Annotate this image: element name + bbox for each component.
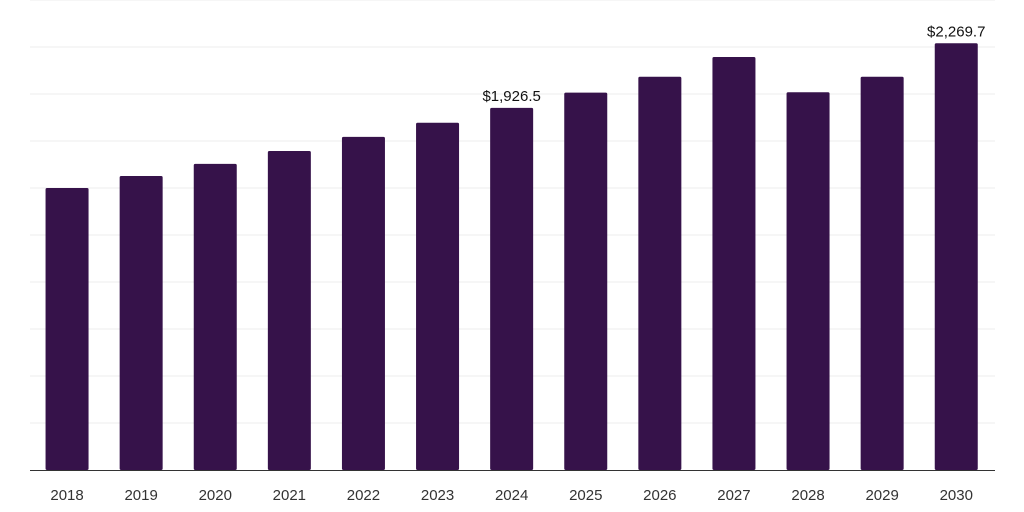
x-tick-label-2020: 2020 bbox=[199, 487, 232, 504]
x-tick-label-2023: 2023 bbox=[421, 487, 454, 504]
x-tick-label-2027: 2027 bbox=[717, 487, 750, 504]
x-tick-label-2025: 2025 bbox=[569, 487, 602, 504]
x-tick-label-2028: 2028 bbox=[791, 487, 824, 504]
bar-2022[interactable] bbox=[341, 136, 385, 470]
data-label-2024: $1,926.5 bbox=[482, 88, 540, 105]
x-axis-tick-labels: 2018 2019 2020 2021 2022 2023 2024 2025 2026 2027… bbox=[50, 487, 973, 504]
bar-2019[interactable] bbox=[119, 175, 163, 470]
x-tick-label-2018: 2018 bbox=[50, 487, 83, 504]
bar-2020[interactable] bbox=[193, 163, 237, 470]
data-labels: $1,926.5 $2,269.7 bbox=[482, 23, 985, 105]
x-tick-label-2026: 2026 bbox=[643, 487, 676, 504]
bar-2021[interactable] bbox=[267, 150, 311, 471]
bar-2018[interactable] bbox=[45, 188, 89, 470]
x-tick-label-2024: 2024 bbox=[495, 487, 528, 504]
bar-2028[interactable] bbox=[786, 92, 830, 471]
x-tick-label-2030: 2030 bbox=[940, 487, 973, 504]
bar-2027[interactable] bbox=[712, 56, 756, 471]
bar-2023[interactable] bbox=[416, 122, 460, 470]
bar-2024[interactable] bbox=[490, 107, 534, 471]
bars bbox=[45, 43, 978, 471]
x-tick-label-2019: 2019 bbox=[124, 487, 157, 504]
bar-2026[interactable] bbox=[638, 76, 682, 470]
bar-2025[interactable] bbox=[564, 92, 608, 471]
bar-2030[interactable] bbox=[934, 43, 978, 471]
data-label-2030: $2,269.7 bbox=[927, 23, 985, 40]
x-tick-label-2021: 2021 bbox=[273, 487, 306, 504]
bar-2029[interactable] bbox=[860, 76, 904, 470]
x-tick-label-2029: 2029 bbox=[865, 487, 898, 504]
x-tick-label-2022: 2022 bbox=[347, 487, 380, 504]
